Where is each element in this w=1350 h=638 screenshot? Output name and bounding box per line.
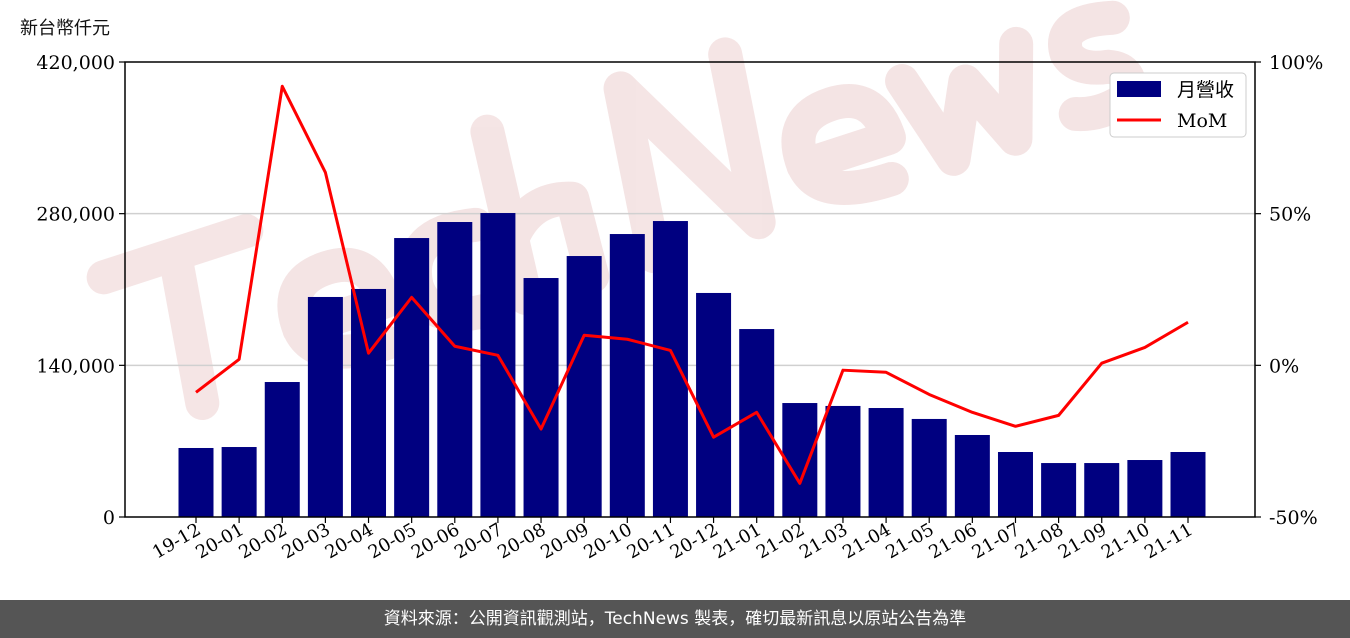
legend-label-mom: MoM [1177,110,1227,132]
bar-21-04 [868,408,904,517]
bar-21-06 [954,434,990,517]
x-tick-label: 21-11 [1141,519,1196,563]
bar-20-11 [652,221,688,518]
right-tick-label: -50% [1269,507,1318,529]
watermark-stroke [781,84,909,205]
x-tick-label: 21-09 [1055,519,1110,563]
x-tick-label: 21-07 [969,519,1024,563]
bar-20-10 [609,234,645,518]
bar-19-12 [178,447,214,517]
left-tick-label: 280,000 [36,204,115,226]
legend-label-revenue: 月營收 [1177,79,1234,101]
x-tick-label: 20-09 [537,519,592,563]
bar-20-02 [264,382,300,517]
mom-line [195,84,1189,485]
left-tick-label: 140,000 [36,355,115,377]
x-tick-label: 20-06 [408,519,463,563]
watermark-stroke [86,213,264,421]
bar-20-03 [307,296,343,517]
plot-frame [124,61,1256,518]
y-axis-unit-label: 新台幣仟元 [20,18,110,39]
x-tick-label: 20-01 [192,519,247,563]
bar-20-09 [566,256,602,517]
legend-bar-swatch [1117,81,1161,97]
bar-21-09 [1084,463,1120,517]
x-tick-label: 21-08 [1012,519,1067,563]
x-tick-label: 21-02 [753,519,808,563]
bar-20-12 [696,292,732,517]
x-tick-label: 20-02 [235,519,290,563]
watermark-stroke [603,37,776,274]
right-tick-label: 0% [1269,355,1299,377]
bar-20-05 [394,238,430,517]
bar-21-03 [825,405,861,517]
x-tick-label: 20-04 [322,519,377,563]
x-tick-label: 21-01 [710,519,765,563]
x-tick-label: 20-07 [451,519,506,563]
bar-20-07 [480,213,516,517]
footer-source-note: 資料來源：公開資訊觀測站，TechNews 製表，確切最新訊息以原站公告為準 [0,600,1350,638]
x-tick-label: 21-03 [796,519,851,563]
bar-20-06 [437,222,473,517]
bar-21-02 [782,403,818,517]
x-tick-label: 21-05 [882,519,937,563]
x-tick-label: 21-06 [925,519,980,563]
right-tick-label: 100% [1269,52,1323,74]
right-tick-label: 50% [1269,204,1311,226]
x-tick-label: 20-10 [580,519,635,563]
watermark-stroke [885,26,1034,176]
x-tick-label: 20-08 [494,519,549,563]
x-tick-label: 19-12 [149,519,204,563]
bar-21-07 [997,452,1033,517]
bar-21-05 [911,418,947,517]
left-tick-label: 0 [103,507,115,529]
x-tick-label: 20-11 [623,519,678,563]
bar-21-01 [739,329,775,517]
bar-20-08 [523,278,559,517]
bar-21-08 [1041,463,1077,517]
x-tick-label: 20-12 [667,519,722,563]
bar-21-10 [1127,460,1163,517]
bar-20-01 [221,447,257,517]
bar-21-11 [1170,452,1206,517]
x-tick-label: 20-03 [278,519,333,563]
bar-20-04 [351,288,387,517]
left-tick-label: 420,000 [36,52,115,74]
chart: 0 140,000 280,000 420,000 -50% 0% 50% 100% 19-12… [36,0,1323,563]
x-tick-label: 21-10 [1098,519,1153,563]
x-tick-label: 21-04 [839,519,894,563]
x-tick-label: 20-05 [365,519,420,563]
